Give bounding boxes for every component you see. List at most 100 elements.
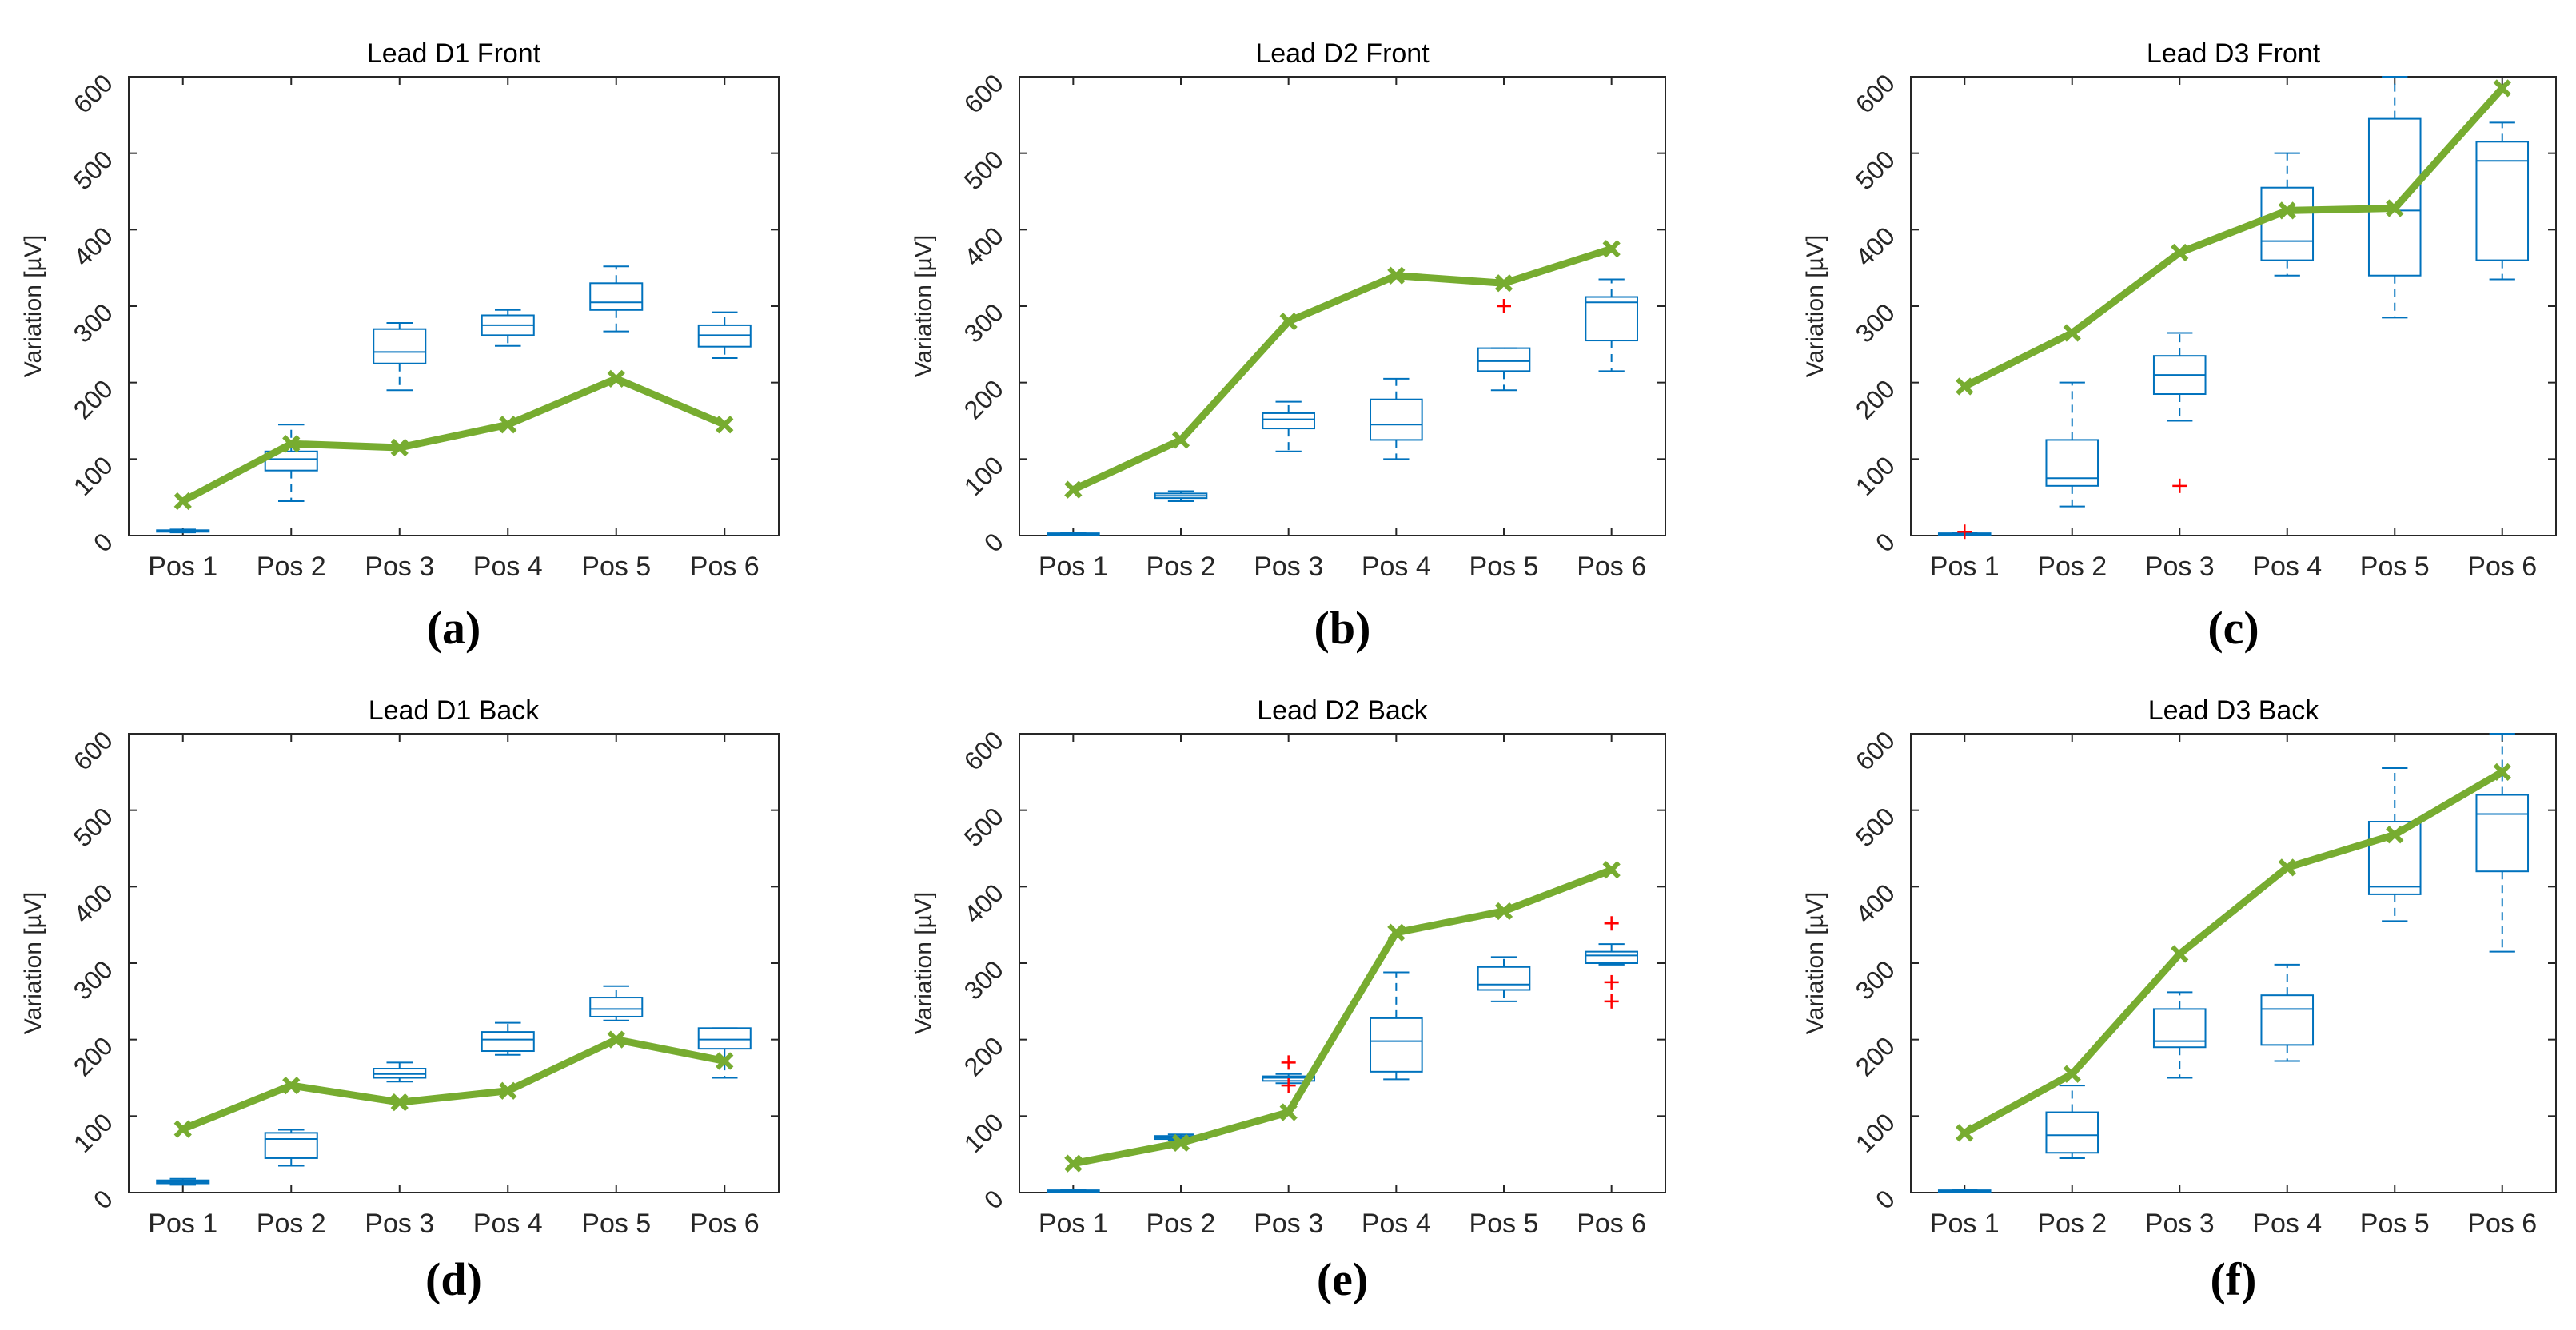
series-point <box>2493 79 2511 98</box>
y-tick-label: 0 <box>88 1184 118 1214</box>
series-point <box>282 435 301 453</box>
series-point <box>1064 480 1083 499</box>
x-tick-label: Pos 5 <box>2360 552 2430 582</box>
series-point-b <box>1602 240 1621 258</box>
series-point-b <box>1171 1133 1190 1152</box>
series-point <box>2493 763 2511 781</box>
box-iqr <box>2475 141 2530 261</box>
x-tick-label: Pos 6 <box>2467 1209 2537 1239</box>
box-iqr <box>2152 1008 2207 1049</box>
box-iqr <box>1585 950 1638 965</box>
series-point-b <box>2386 199 2404 217</box>
series-point-b <box>2063 1065 2081 1083</box>
series-point <box>716 416 734 434</box>
series-point <box>2386 826 2404 844</box>
box-iqr <box>1370 1017 1423 1073</box>
x-tick-label: Pos 6 <box>1577 552 1646 582</box>
box-pos-6 <box>697 311 752 360</box>
series-point <box>1387 266 1406 285</box>
outlier-marker <box>1497 299 1511 313</box>
box-pos-3 <box>373 1061 427 1083</box>
series-line <box>1963 768 2505 1137</box>
series-point <box>2063 324 2081 342</box>
y-tick-label: 300 <box>959 297 1009 348</box>
series-point-b <box>1387 266 1406 285</box>
box-iqr <box>2475 794 2530 873</box>
series-point-b <box>173 492 192 511</box>
y-tick-label: 300 <box>1850 297 1900 348</box>
axes-frame <box>1910 733 2557 1193</box>
box-pos-4 <box>481 1021 535 1056</box>
y-tick-label: 400 <box>1850 221 1900 272</box>
series-point <box>282 1076 301 1095</box>
series-point-b <box>2493 79 2511 98</box>
axes-frame <box>128 76 780 536</box>
y-tick-label: 500 <box>68 145 118 195</box>
series-point-b <box>1171 431 1190 449</box>
y-axis-label: Variation [µV] <box>20 892 46 1034</box>
x-tick-label: Pos 3 <box>1254 1209 1323 1239</box>
series-point-b <box>1956 377 1974 396</box>
y-tick-label: 500 <box>959 802 1009 852</box>
series-point-b <box>390 438 409 457</box>
x-tick-label: Pos 4 <box>2252 552 2322 582</box>
box-pos-3 <box>2152 332 2207 422</box>
panel-label: (f) <box>2211 1253 2257 1305</box>
series-point <box>1494 902 1513 921</box>
series-point <box>607 369 625 388</box>
series-point <box>2171 945 2189 963</box>
box-pos-3 <box>373 322 427 392</box>
series-point <box>1279 1103 1298 1121</box>
panel-label: (a) <box>427 602 481 654</box>
box-pos-6 <box>2475 121 2530 281</box>
panel-label: (c) <box>2207 602 2259 654</box>
series-line <box>1072 866 1613 1168</box>
series-line <box>181 375 727 504</box>
y-tick-label: 500 <box>959 145 1009 195</box>
series-point <box>499 416 517 434</box>
series-point <box>607 1030 625 1049</box>
series-point-b <box>2278 858 2296 877</box>
y-tick-label: 600 <box>1850 68 1900 118</box>
chart-title: Lead D2 Front <box>1255 38 1430 69</box>
series-point-b <box>499 416 517 434</box>
x-tick-label: Pos 2 <box>2037 552 2107 582</box>
outlier-marker <box>1604 974 1619 990</box>
series-point-b <box>716 1052 734 1070</box>
series-point <box>173 1120 192 1138</box>
box-pos-5 <box>2367 767 2422 922</box>
x-tick-label: Pos 5 <box>1469 552 1539 582</box>
x-tick-label: Pos 3 <box>2145 1209 2215 1239</box>
y-tick-label: 600 <box>68 725 118 775</box>
y-tick-label: 100 <box>68 1108 118 1158</box>
y-tick-label: 0 <box>979 527 1009 557</box>
series-point-b <box>390 1093 409 1112</box>
box-pos-6 <box>697 1027 752 1079</box>
series-point <box>2278 858 2296 877</box>
box-pos-2 <box>264 424 318 502</box>
axes-frame <box>1019 733 1666 1193</box>
box-iqr <box>1262 412 1315 430</box>
box-iqr <box>481 1031 535 1053</box>
series-point-b <box>1602 861 1621 879</box>
series-point-b <box>1279 313 1298 331</box>
y-tick-label: 500 <box>68 802 118 852</box>
y-tick-label: 600 <box>959 68 1009 118</box>
series-point <box>1064 1154 1083 1173</box>
box-pos-4 <box>481 309 535 347</box>
box-pos-2 <box>264 1129 318 1167</box>
box-pos-4 <box>1370 377 1423 460</box>
box-iqr <box>373 328 427 364</box>
series-point <box>1956 377 1974 396</box>
series-point-b <box>2171 243 2189 262</box>
series-point-b <box>1387 923 1406 942</box>
panel-label: (d) <box>425 1253 482 1305</box>
x-tick-label: Pos 5 <box>581 1209 651 1239</box>
series-point <box>716 1052 734 1070</box>
panel-c: 0 100 200 300 400 500 600 Pos 1 Pos 2 Pos 3 Pos 4 P… <box>1802 38 2557 654</box>
y-tick-label: 0 <box>88 527 118 557</box>
box-pos-5 <box>2367 76 2422 319</box>
y-axis-label: Variation [µV] <box>20 235 46 377</box>
y-tick-label: 300 <box>68 297 118 348</box>
outlier-marker <box>2172 478 2187 493</box>
